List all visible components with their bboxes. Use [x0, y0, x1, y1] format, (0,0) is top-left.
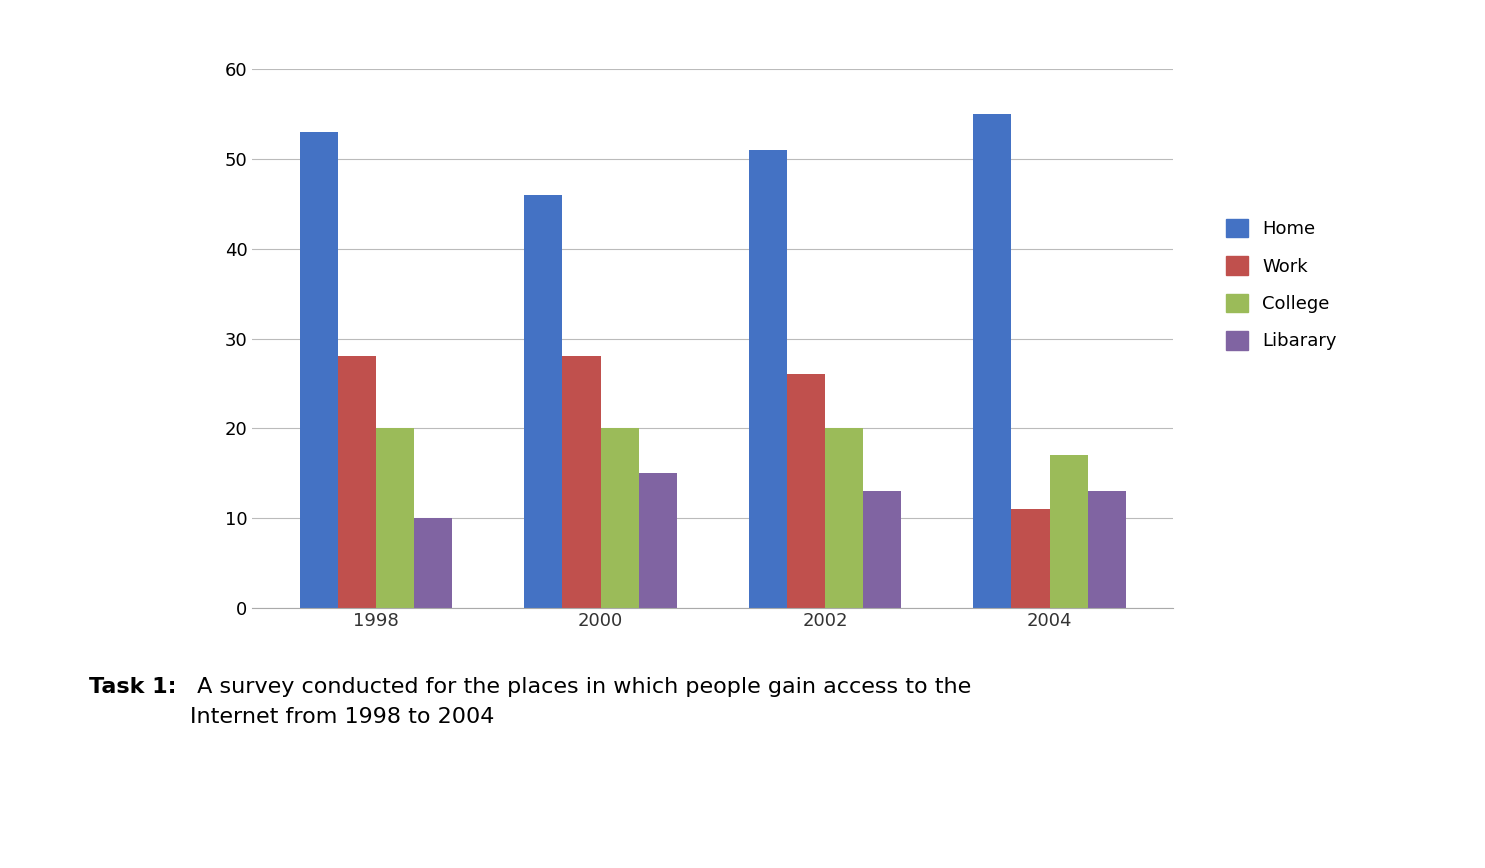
Bar [300, 132, 337, 608]
Text: Task 1:: Task 1: [89, 677, 177, 697]
Bar [524, 195, 563, 608]
Legend: Home, Work, College, Libarary: Home, Work, College, Libarary [1219, 212, 1344, 358]
Bar [639, 473, 677, 608]
Bar [563, 357, 600, 608]
Text: A survey conducted for the places in which people gain access to the
Internet fr: A survey conducted for the places in whi… [190, 677, 971, 727]
Bar [1089, 491, 1126, 608]
Bar [826, 428, 863, 608]
Bar [414, 518, 453, 608]
Bar [1050, 455, 1089, 608]
Bar [376, 428, 414, 608]
Bar [748, 150, 787, 608]
Bar [1011, 509, 1050, 608]
Bar [337, 357, 376, 608]
Bar [973, 115, 1011, 608]
Bar [600, 428, 639, 608]
Bar [863, 491, 901, 608]
Bar [787, 374, 826, 608]
